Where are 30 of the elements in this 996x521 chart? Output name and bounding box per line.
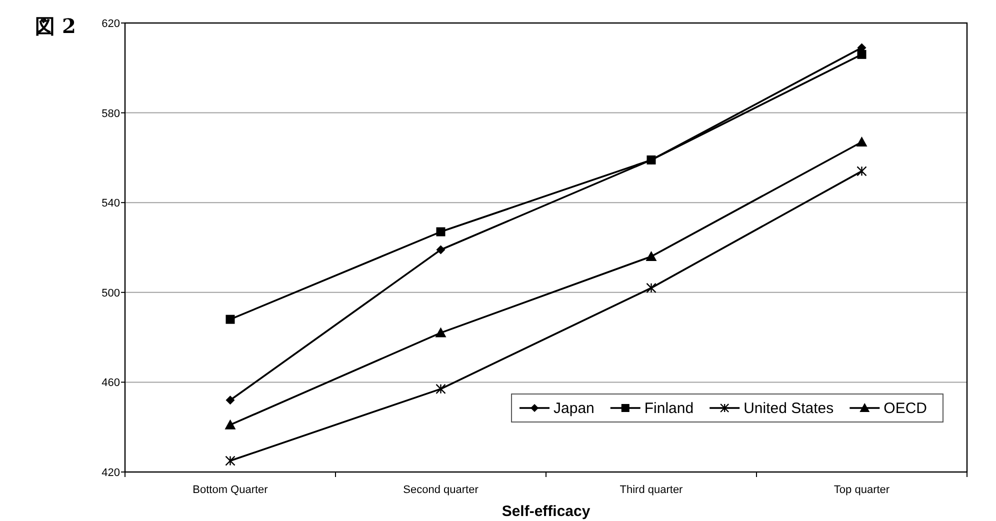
legend-label: United States (744, 400, 834, 417)
point (646, 155, 656, 164)
y-tick-label: 420 (102, 467, 120, 479)
point (226, 314, 235, 324)
y-tick-label: 540 (102, 198, 120, 210)
point (436, 245, 446, 254)
chart-title: 図 2 (35, 14, 76, 38)
legend-label: Japan (554, 400, 594, 417)
y-tick-label: 500 (102, 287, 120, 300)
point (225, 456, 236, 466)
legend-label: Finland (644, 400, 694, 417)
x-tick-label: Third quarter (620, 484, 684, 496)
point (436, 227, 446, 236)
point (435, 327, 446, 338)
x-tick-label: Second quarter (403, 484, 479, 496)
x-axis-title: Self-efficacy (502, 503, 591, 520)
point (436, 384, 446, 394)
y-tick-label: 580 (102, 108, 120, 120)
point (857, 50, 866, 59)
x-tick-label: Top quarter (834, 484, 890, 496)
point (646, 282, 656, 294)
point (224, 419, 236, 430)
point (226, 396, 235, 405)
y-tick-label: 460 (102, 377, 120, 390)
point (856, 136, 868, 146)
x-tick-label: Bottom Quarter (192, 484, 268, 496)
y-tick-label: 620 (102, 18, 120, 30)
legend-label: OECD (884, 400, 928, 417)
point (856, 166, 867, 176)
point (646, 250, 657, 261)
